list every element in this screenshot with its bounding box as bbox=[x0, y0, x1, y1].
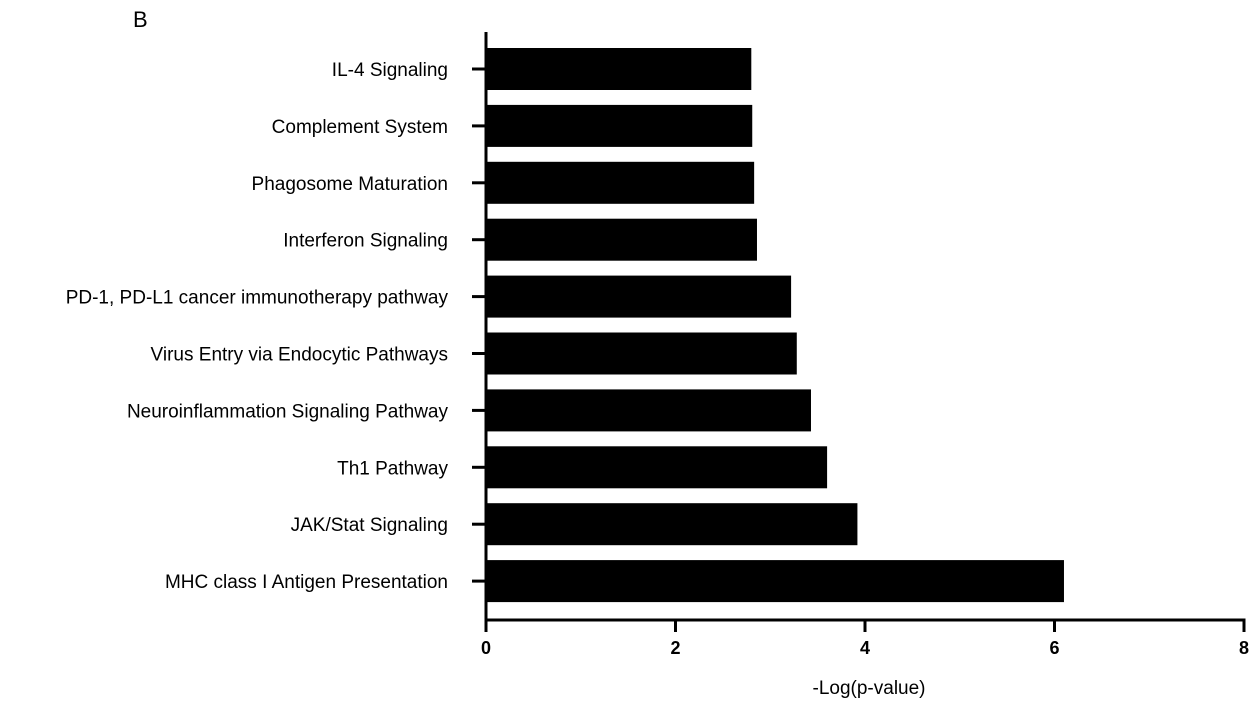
x-tick-label: 6 bbox=[1049, 638, 1059, 658]
x-tick-label: 0 bbox=[481, 638, 491, 658]
x-tick-label: 2 bbox=[670, 638, 680, 658]
bar bbox=[486, 104, 753, 147]
bar bbox=[486, 332, 797, 375]
x-tick-label: 8 bbox=[1239, 638, 1249, 658]
x-axis: 0 2 4 6 8 bbox=[481, 618, 1249, 658]
y-axis bbox=[472, 32, 488, 620]
category-label: Interferon Signaling bbox=[283, 231, 448, 252]
category-label: Virus Entry via Endocytic Pathways bbox=[151, 345, 448, 366]
bar bbox=[486, 48, 752, 90]
category-label: IL-4 Signaling bbox=[332, 60, 448, 81]
category-label: Th1 Pathway bbox=[337, 458, 448, 479]
category-labels-group: IL-4 Signaling Complement System Phagosome… bbox=[66, 60, 449, 593]
x-tick-label: 4 bbox=[860, 638, 870, 658]
category-label: Neuroinflammation Signaling Pathway bbox=[127, 401, 449, 422]
bar bbox=[486, 446, 828, 489]
category-label: MHC class I Antigen Presentation bbox=[165, 572, 448, 593]
bar bbox=[486, 218, 757, 261]
bar bbox=[486, 275, 792, 318]
panel-label: B bbox=[133, 7, 148, 32]
category-label: PD-1, PD-L1 cancer immunotherapy pathway bbox=[66, 288, 449, 309]
bar bbox=[486, 560, 1064, 603]
x-axis-title: -Log(p-value) bbox=[813, 678, 926, 699]
category-label: Complement System bbox=[272, 117, 448, 138]
category-label: Phagosome Maturation bbox=[252, 174, 448, 195]
bar bbox=[486, 161, 755, 204]
category-label: JAK/Stat Signaling bbox=[291, 515, 448, 536]
bar bbox=[486, 503, 858, 546]
bars-group bbox=[486, 48, 1064, 603]
bar bbox=[486, 389, 811, 432]
